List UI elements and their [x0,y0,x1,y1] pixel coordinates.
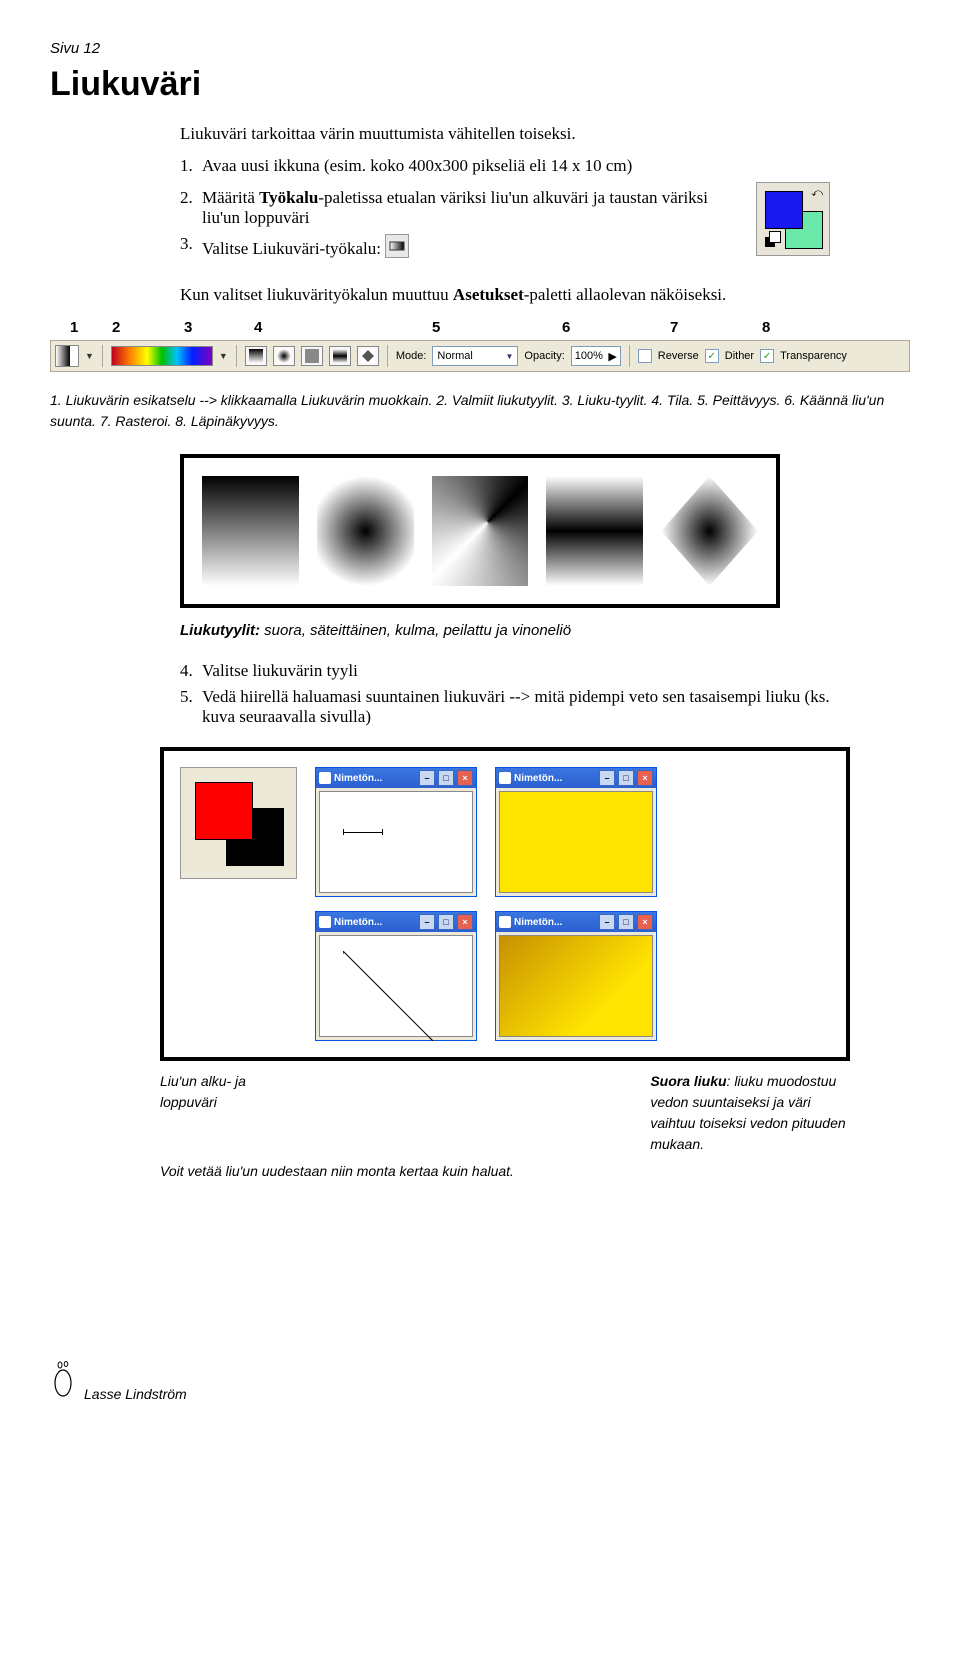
step-4: 4.Valitse liukuvärin tyyli [180,661,840,681]
diamond-gradient-sample [661,476,758,586]
minimize-button[interactable]: – [419,770,435,786]
reverse-checkbox[interactable] [638,349,652,363]
opacity-input[interactable]: 100%▶ [571,346,621,366]
drag-indicator [343,951,433,1041]
close-button[interactable]: × [457,770,473,786]
maximize-button[interactable]: □ [438,914,454,930]
mode-label: Mode: [396,350,427,362]
styles-legend: Liukutyylit: suora, säteittäinen, kulma,… [180,622,780,639]
window-title: Nimetön... [514,773,596,784]
gradient-styles-box [180,454,780,608]
footer: Lasse Lindström [50,1359,910,1402]
canvas[interactable] [499,791,653,893]
toolbar-caption: 1. Liukuvärin esikatselu --> klikkaamall… [50,390,910,432]
style-linear-icon[interactable] [245,346,267,366]
close-button[interactable]: × [637,914,653,930]
intro-text: Liukuväri tarkoittaa värin muuttumista v… [180,124,830,144]
gradient-preset-icon[interactable] [55,345,79,367]
style-radial-icon[interactable] [273,346,295,366]
dither-label: Dither [725,350,754,362]
drag-indicator [343,832,383,833]
window-after-bottom: Nimetön...–□× [495,911,657,1041]
dither-checkbox[interactable]: ✓ [705,349,719,363]
window-before-bottom: Nimetön...–□× [315,911,477,1041]
window-icon [499,916,511,928]
swap-colors-icon[interactable]: ⤺ [811,187,823,200]
angle-gradient-sample [432,476,529,586]
step-3: 3.Valitse Liukuväri-työkalu: [180,234,746,259]
mode-select[interactable]: Normal▼ [432,346,518,366]
gradient-dropdown-arrow[interactable]: ▼ [219,351,228,361]
reverse-label: Reverse [658,350,699,362]
options-toolbar: ▼ ▼ Mode: Normal▼ Opacity: 100%▶ Reverse… [50,340,910,372]
window-title: Nimetön... [334,773,416,784]
page-number: Sivu 12 [50,40,910,57]
page-title: Liukuväri [50,65,910,104]
close-button[interactable]: × [637,770,653,786]
redraw-note: Voit vetää liu'un uudestaan niin monta k… [160,1163,850,1179]
gradient-tool-icon[interactable] [385,234,409,258]
window-icon [319,916,331,928]
minimize-button[interactable]: – [599,914,615,930]
maximize-button[interactable]: □ [618,770,634,786]
linear-gradient-sample [202,476,299,586]
maximize-button[interactable]: □ [438,770,454,786]
color-palette[interactable]: ⤺ [756,182,830,256]
maximize-button[interactable]: □ [618,914,634,930]
fg-color-swatch[interactable] [765,191,803,229]
step-2: 2.Määritä Työkalu-paletissa etualan väri… [180,188,746,228]
example-box: Nimetön...–□× Nimetön...–□× Nimetön...–□… [160,747,850,1061]
radial-gradient-sample [317,476,414,586]
author: Lasse Lindström [84,1386,187,1402]
step-1: 1.Avaa uusi ikkuna (esim. koko 400x300 p… [180,156,830,176]
canvas[interactable] [319,791,473,893]
style-diamond-icon[interactable] [357,346,379,366]
minimize-button[interactable]: – [419,914,435,930]
toolbar-number-labels: 12345678 [70,319,910,336]
minimize-button[interactable]: – [599,770,615,786]
style-angle-icon[interactable] [301,346,323,366]
example-fg-swatch[interactable] [195,782,253,840]
window-icon [319,772,331,784]
opacity-label: Opacity: [524,350,564,362]
preset-dropdown-arrow[interactable]: ▼ [85,351,94,361]
close-button[interactable]: × [457,914,473,930]
canvas[interactable] [319,935,473,1037]
settings-intro: Kun valitset liukuvärityökalun muuttuu A… [180,285,830,305]
style-reflected-icon[interactable] [329,346,351,366]
step-5: 5.Vedä hiirellä haluamasi suuntainen liu… [180,687,840,727]
window-after-top: Nimetön...–□× [495,767,657,897]
reflected-gradient-sample [546,476,643,586]
example-color-palette[interactable] [180,767,297,879]
window-title: Nimetön... [334,917,416,928]
window-title: Nimetön... [514,917,596,928]
window-icon [499,772,511,784]
transparency-label: Transparency [780,350,847,362]
transparency-checkbox[interactable]: ✓ [760,349,774,363]
canvas[interactable] [499,935,653,1037]
window-before-top: Nimetön...–□× [315,767,477,897]
footprint-icon [50,1359,76,1402]
example-left-label: Liu'un alku- ja loppuväri [160,1071,275,1155]
gradient-preview[interactable] [111,346,213,366]
example-right-desc: Suora liuku: liuku muodostuu vedon suunt… [650,1071,850,1155]
